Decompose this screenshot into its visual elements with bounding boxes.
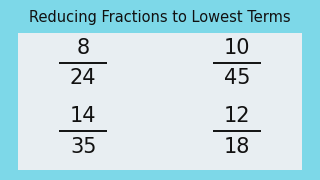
Text: 24: 24 [70, 68, 96, 88]
FancyBboxPatch shape [18, 33, 302, 170]
Text: Reducing Fractions to Lowest Terms: Reducing Fractions to Lowest Terms [29, 10, 291, 25]
Text: 12: 12 [224, 106, 250, 126]
Text: 14: 14 [70, 106, 96, 126]
Text: 10: 10 [224, 38, 250, 58]
Text: 18: 18 [224, 137, 250, 157]
Text: 35: 35 [70, 137, 96, 157]
Text: 8: 8 [76, 38, 90, 58]
Text: 45: 45 [224, 68, 250, 88]
